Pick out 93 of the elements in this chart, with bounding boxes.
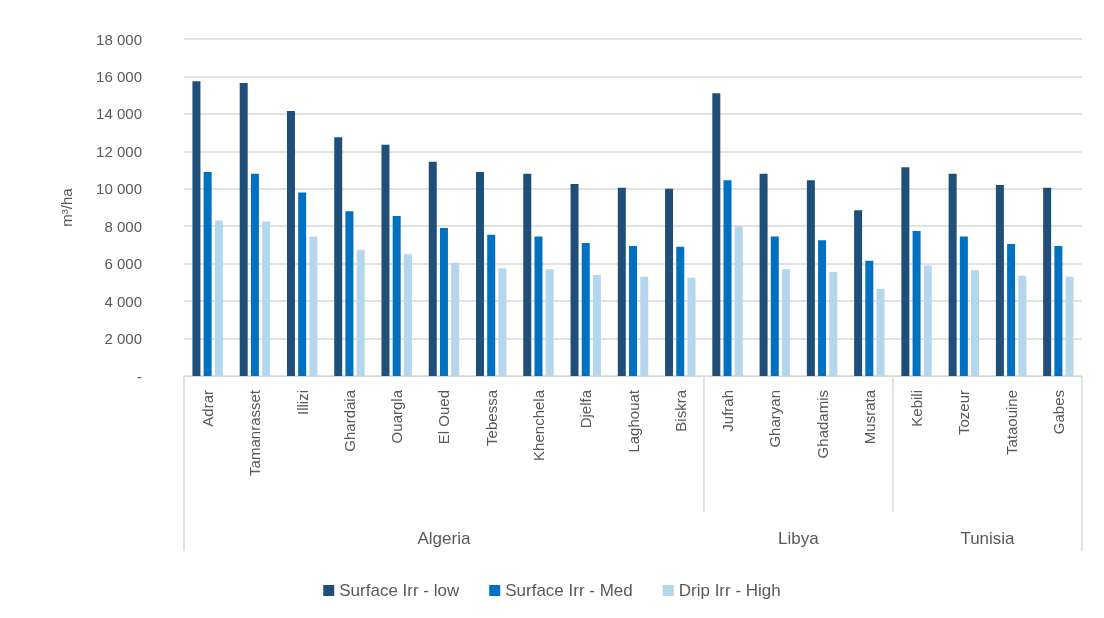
- bar: [629, 245, 637, 376]
- bar: [451, 262, 460, 376]
- bar: [581, 243, 590, 376]
- bar: [214, 220, 223, 376]
- bar: [687, 277, 696, 376]
- bar: [876, 288, 885, 376]
- bar: [854, 210, 863, 376]
- bar: [239, 83, 248, 376]
- bar: [403, 254, 412, 376]
- bar: [487, 234, 496, 376]
- bar: [1065, 276, 1074, 376]
- x-tick-label: Illizi: [293, 390, 311, 415]
- bar: [428, 161, 437, 376]
- bar: [781, 269, 790, 376]
- bar: [592, 274, 601, 376]
- bar: [818, 240, 827, 376]
- bar: [250, 173, 259, 376]
- x-tick-label: Adrar: [199, 390, 217, 427]
- x-tick-label: Tamanrasset: [246, 389, 264, 476]
- bar: [640, 276, 649, 376]
- bar: [203, 171, 212, 376]
- x-tick-label: Laghouat: [624, 389, 642, 453]
- bar: [912, 230, 921, 376]
- bar: [1018, 275, 1027, 376]
- bar: [829, 272, 838, 376]
- bar: [770, 236, 779, 376]
- bar: [345, 211, 354, 376]
- bar: [806, 180, 815, 376]
- y-tick-label: 2 000: [104, 330, 142, 348]
- x-tick-label: Tataouine: [1002, 390, 1020, 456]
- bar: [262, 221, 271, 376]
- legend-label: Surface Irr - low: [339, 581, 460, 600]
- bar: [381, 144, 390, 376]
- y-tick-label: 12 000: [96, 142, 142, 160]
- y-axis-title: m³/ha: [58, 187, 75, 227]
- bar: [286, 111, 295, 376]
- y-tick-label: 4 000: [104, 292, 142, 310]
- bar: [959, 236, 968, 376]
- bar: [545, 269, 554, 376]
- legend-label: Drip Irr - High: [678, 581, 781, 600]
- bar: [995, 185, 1004, 376]
- y-tick-label: -: [137, 367, 142, 385]
- bar: [948, 173, 957, 376]
- bar: [192, 81, 201, 376]
- y-tick-label: 18 000: [96, 30, 142, 48]
- bar: [617, 187, 626, 376]
- y-tick-label: 14 000: [96, 105, 142, 123]
- bar: [723, 180, 732, 376]
- x-tick-label: Jufrah: [719, 390, 737, 432]
- x-tick-label: Gabes: [1049, 390, 1067, 435]
- bar: [570, 184, 579, 376]
- x-tick-label: Tebessa: [482, 389, 500, 446]
- text: Libya: [778, 528, 820, 548]
- y-tick-label: 6 000: [104, 255, 142, 273]
- bar: [676, 246, 685, 376]
- bar: [439, 228, 448, 376]
- bar: [901, 167, 910, 376]
- bar: [498, 268, 507, 376]
- text: Algeria: [417, 528, 471, 548]
- x-tick-label: Khenchela: [529, 389, 547, 461]
- x-tick-label: Tozeur: [955, 390, 973, 436]
- x-tick-label: Biskra: [671, 389, 689, 432]
- bar: [712, 93, 721, 376]
- bar: [734, 226, 743, 376]
- bar: [523, 173, 532, 376]
- x-tick-label: Musrata: [860, 389, 878, 445]
- bar: [534, 236, 543, 376]
- bar: [1043, 187, 1052, 376]
- x-tick-label: Kebili: [908, 390, 926, 427]
- bar: [309, 236, 318, 376]
- x-tick-label: El Oued: [435, 390, 453, 445]
- x-tick-label: Ouargla: [388, 389, 406, 444]
- bar: [356, 249, 365, 376]
- bar: [865, 260, 874, 376]
- x-tick-label: Gharyan: [766, 390, 784, 448]
- bar: [392, 215, 401, 376]
- bar: [1007, 244, 1016, 376]
- y-tick-label: 10 000: [96, 180, 142, 198]
- bar: [298, 192, 307, 376]
- bar: [334, 137, 343, 376]
- x-tick-label: Djelfa: [577, 389, 595, 429]
- bar: [665, 188, 674, 376]
- x-tick-label: Ghardaia: [340, 389, 358, 452]
- bar: [476, 171, 485, 376]
- text: Tunisia: [960, 528, 1016, 548]
- y-tick-label: 16 000: [96, 67, 142, 85]
- legend-label: Surface Irr - Med: [505, 581, 633, 600]
- bar: [971, 270, 980, 376]
- bar: [1054, 245, 1063, 376]
- bar: [759, 173, 768, 376]
- x-tick-label: Ghadamis: [813, 390, 831, 459]
- y-tick-label: 8 000: [104, 217, 142, 235]
- bar: [923, 265, 932, 376]
